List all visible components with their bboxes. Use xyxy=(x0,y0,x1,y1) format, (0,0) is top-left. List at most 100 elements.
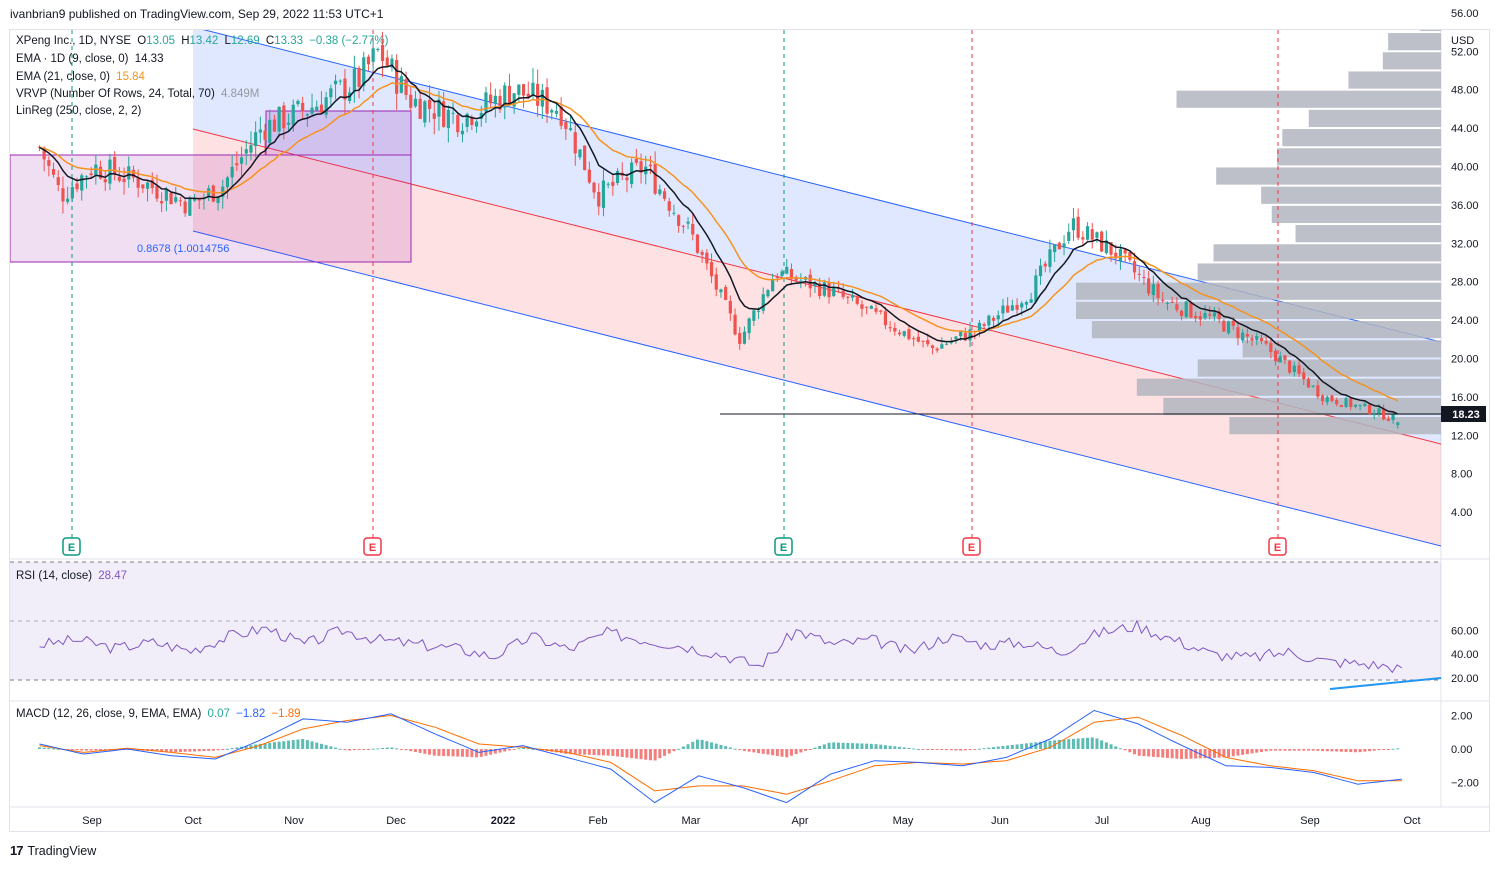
legend-macd: MACD (12, 26, close, 9, EMA, EMA) 0.07 −… xyxy=(16,708,301,720)
price-axis[interactable]: USD 56.00 52.00 48.00 44.00 40.00 36.00 32.00 2… xyxy=(1451,8,1479,519)
earnings-marker-1[interactable]: E xyxy=(62,537,81,556)
rsi-line[interactable] xyxy=(39,619,1403,674)
macd-histogram-bar xyxy=(1339,749,1343,752)
candle-body xyxy=(1175,304,1179,310)
rsi-axis[interactable]: 60.00 40.00 20.00 xyxy=(1451,625,1479,685)
svg-text:E: E xyxy=(968,542,975,554)
rsi-trendline[interactable] xyxy=(1329,677,1441,690)
macd-histogram-bar xyxy=(775,749,779,756)
macd-histogram-bar xyxy=(677,748,681,750)
candle-body xyxy=(1067,231,1071,241)
macd-histogram-bar xyxy=(1274,749,1278,751)
candle-body xyxy=(521,84,526,96)
candle-body xyxy=(484,92,488,112)
candle-body xyxy=(921,340,925,342)
price-tick-label: 4.00 xyxy=(1451,507,1472,519)
candle-body xyxy=(409,94,413,108)
time-tick-label: Oct xyxy=(184,815,201,827)
macd-histogram-bar xyxy=(183,749,187,752)
last-price-label: 18.23 xyxy=(1441,406,1486,422)
candle-body xyxy=(333,80,338,85)
macd-histogram-bar xyxy=(616,749,620,757)
time-tick-label: Nov xyxy=(284,815,304,827)
macd-histogram-bar xyxy=(89,749,93,751)
candle-body xyxy=(625,177,629,181)
time-axis[interactable]: Sep Oct Nov Dec 2022 Feb Mar Apr May Jun Jul Aug Sep… xyxy=(82,815,1420,827)
candle-body xyxy=(1184,301,1188,317)
macd-axis[interactable]: 2.00 0.00 −2.00 xyxy=(1451,711,1479,790)
price-tick-label: 52.00 xyxy=(1451,46,1479,58)
macd-histogram-bar xyxy=(404,749,408,751)
candle-body xyxy=(780,271,784,276)
macd-signal-line[interactable] xyxy=(39,714,1402,795)
candle-body xyxy=(799,280,803,282)
footer-brand[interactable]: 17 TradingView xyxy=(10,843,97,858)
candle-body xyxy=(578,149,582,158)
candle-body xyxy=(1203,313,1207,319)
candle-body xyxy=(1231,320,1235,326)
candle-body xyxy=(977,322,982,331)
range-box-large[interactable] xyxy=(10,154,412,263)
candle-body xyxy=(1194,315,1198,319)
volume-profile-row xyxy=(1163,397,1441,416)
candle-body xyxy=(1118,249,1123,261)
macd-histogram-bar xyxy=(1212,749,1216,758)
macd-histogram-bar xyxy=(705,741,709,749)
macd-histogram-bar xyxy=(446,749,450,757)
macd-histogram-bar xyxy=(1283,749,1287,751)
candle-body xyxy=(902,331,906,336)
volume-profile-row xyxy=(1076,282,1441,300)
macd-histogram-bar xyxy=(315,742,319,749)
macd-histogram-bar xyxy=(578,749,582,755)
candle-body xyxy=(1029,299,1033,303)
earnings-marker-2[interactable]: E xyxy=(363,537,382,556)
candle-body xyxy=(103,179,107,183)
macd-histogram-bar xyxy=(1259,749,1263,752)
candle-body xyxy=(930,345,935,349)
candle-body xyxy=(136,178,140,188)
macd-line[interactable] xyxy=(39,709,1402,804)
macd-histogram-bar xyxy=(959,749,963,751)
candle-body xyxy=(850,296,855,298)
candle-body xyxy=(362,57,366,86)
candle-body xyxy=(470,117,474,126)
candle-body xyxy=(1208,314,1212,316)
earnings-marker-5[interactable]: E xyxy=(1268,537,1287,556)
macd-histogram-bar xyxy=(291,740,295,749)
candle-body xyxy=(686,221,690,224)
macd-histogram-bar xyxy=(728,747,732,749)
channel-lower-line[interactable] xyxy=(192,230,1441,547)
macd-histogram-bar xyxy=(1194,749,1198,759)
macd-histogram-bar xyxy=(357,749,361,750)
macd-histogram-bar xyxy=(1151,749,1155,757)
candle-body xyxy=(56,177,60,186)
svg-text:E: E xyxy=(780,542,787,554)
macd-tick-label: 2.00 xyxy=(1451,711,1472,723)
macd-histogram-bar xyxy=(606,749,610,756)
candle-body xyxy=(310,107,314,114)
candle-body xyxy=(1367,404,1372,415)
macd-histogram-bar xyxy=(1161,749,1165,758)
candle-body xyxy=(728,300,732,314)
candle-body xyxy=(418,98,422,119)
ema21-line[interactable] xyxy=(39,82,1399,402)
macd-histogram-bar xyxy=(451,749,455,757)
macd-histogram-bar xyxy=(710,742,714,749)
macd-histogram-bar xyxy=(1015,744,1019,749)
earnings-marker-3[interactable]: E xyxy=(774,537,793,556)
candle-body xyxy=(1255,336,1259,340)
macd-histogram-bar xyxy=(968,749,972,750)
macd-histogram-bar xyxy=(559,749,563,754)
ema9-line[interactable] xyxy=(39,64,1399,415)
macd-histogram-bar xyxy=(56,748,60,750)
macd-histogram-bar xyxy=(1245,749,1249,755)
candle-body xyxy=(719,289,723,293)
legend-vrvp-value: 4.849M xyxy=(220,88,260,100)
volume-profile[interactable] xyxy=(1076,14,1441,435)
candle-body xyxy=(1377,408,1381,414)
earnings-marker-4[interactable]: E xyxy=(962,537,981,556)
macd-histogram[interactable] xyxy=(37,737,1400,761)
candle-body xyxy=(1081,237,1085,240)
price-tick-label: 24.00 xyxy=(1451,315,1479,327)
